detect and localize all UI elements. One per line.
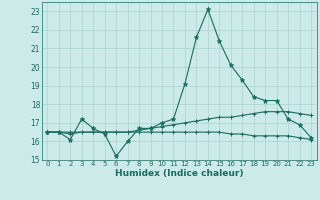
- X-axis label: Humidex (Indice chaleur): Humidex (Indice chaleur): [115, 169, 244, 178]
